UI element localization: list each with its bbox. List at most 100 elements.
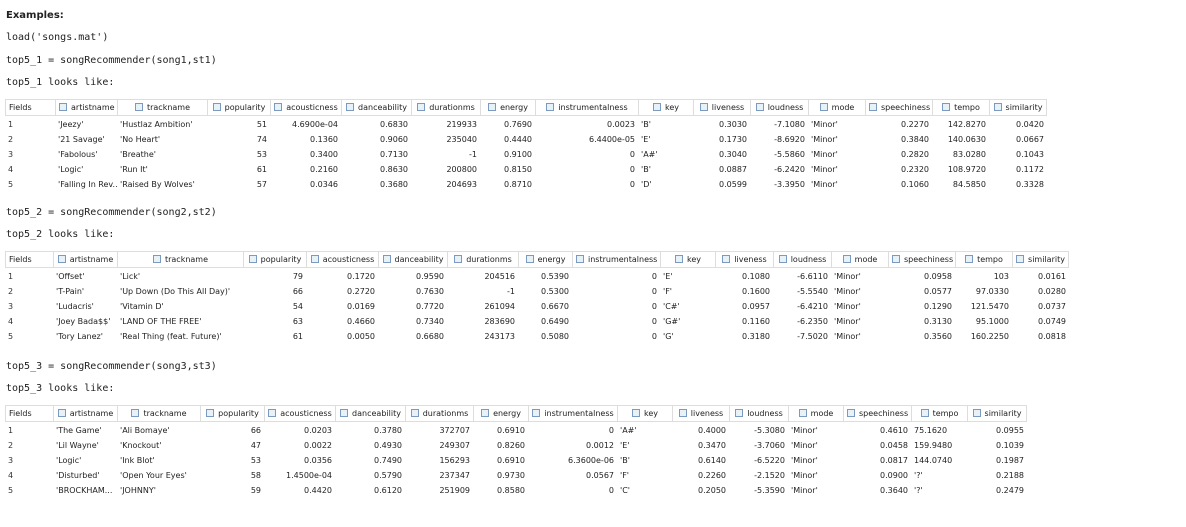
table-cell: 0.3640 — [880, 486, 908, 495]
column-header: trackname — [117, 99, 207, 116]
header-text: instrumentalness — [588, 255, 658, 264]
table-cell: 0.0346 — [310, 180, 338, 189]
table-cell: 1 — [8, 120, 14, 129]
header-text: Fields — [9, 255, 32, 264]
column-header: key — [660, 251, 715, 268]
type-icon — [134, 103, 143, 111]
table-cell: 0.2050 — [698, 486, 726, 495]
table-cell: 'E' — [620, 441, 630, 450]
table-cell: 140.0630 — [947, 135, 986, 144]
code-line: top5_2 = songRecommender(song2,st2) — [6, 207, 217, 218]
type-icon — [993, 103, 1002, 111]
column-header: instrumentalness — [528, 405, 617, 422]
table-cell: 'Minor' — [791, 471, 818, 480]
header-text: danceability — [358, 103, 407, 112]
type-icon — [847, 409, 855, 417]
table-cell: 'Breathe' — [120, 150, 156, 159]
header-text: mode — [810, 409, 834, 418]
table-cell: 0.0577 — [924, 287, 952, 296]
table-cell: 5 — [8, 486, 14, 495]
table-cell: 'Minor' — [791, 456, 818, 465]
header-text: tempo — [954, 103, 980, 112]
table-cell: 'Minor' — [811, 135, 838, 144]
type-icon — [248, 255, 257, 263]
column-header: acousticness — [306, 251, 378, 268]
header-text: liveness — [690, 409, 724, 418]
table-cell: 'Ludacris' — [56, 302, 94, 311]
table-cell: 0.2188 — [996, 471, 1024, 480]
type-icon — [525, 255, 534, 263]
table-cell: 75.1620 — [914, 426, 948, 435]
table-cell: 'Logic' — [56, 456, 82, 465]
table-cell: 0.5300 — [541, 287, 569, 296]
column-header: liveness — [672, 405, 729, 422]
header-text: key — [664, 103, 679, 112]
table-cell: 0.1060 — [901, 180, 929, 189]
table-cell: -6.6110 — [797, 272, 828, 281]
header-text: durationms — [429, 103, 475, 112]
table-cell: 0.0458 — [880, 441, 908, 450]
column-header: durationms — [405, 405, 473, 422]
type-icon — [652, 103, 661, 111]
table-cell: 0.0022 — [304, 441, 332, 450]
table-cell: '21 Savage' — [58, 135, 105, 144]
table-cell: 83.0280 — [952, 150, 986, 159]
header-text: popularity — [218, 409, 259, 418]
table-cell: 0.0050 — [347, 332, 375, 341]
column-header: mode — [808, 99, 865, 116]
header-text: popularity — [260, 255, 302, 264]
table-cell: 'LAND OF THE FREE' — [120, 317, 202, 326]
column-header: instrumentalness — [535, 99, 638, 116]
column-header: loudness — [773, 251, 831, 268]
table-cell: 0.4610 — [880, 426, 908, 435]
column-header: popularity — [243, 251, 306, 268]
table-cell: 0.1039 — [996, 441, 1024, 450]
table-cell: 0.6680 — [416, 332, 444, 341]
header-text: danceability — [352, 409, 401, 418]
table-cell: 0.0958 — [924, 272, 952, 281]
type-icon — [842, 255, 851, 263]
table-cell: 0 — [629, 180, 635, 189]
table-cell: -1 — [507, 287, 515, 296]
table-cell: 108.9720 — [947, 165, 986, 174]
table-cell: 'Falling In Rev... — [58, 180, 117, 189]
table-cell: 0.4660 — [347, 317, 375, 326]
type-icon — [532, 409, 541, 417]
table-cell: 0 — [651, 332, 657, 341]
type-icon — [546, 103, 555, 111]
column-header: key — [617, 405, 672, 422]
column-header: artistname — [55, 99, 117, 116]
table-cell: 61 — [256, 165, 267, 174]
table-cell: 0.0280 — [1038, 287, 1066, 296]
table-cell: 0.4000 — [698, 426, 726, 435]
caption: top5_3 looks like: — [6, 383, 115, 394]
table-cell: 249307 — [439, 441, 470, 450]
code-line: load('songs.mat') — [6, 32, 109, 43]
table-cell: 0.4420 — [304, 486, 332, 495]
table-cell: 'Lick' — [120, 272, 141, 281]
table-cell: 0.3040 — [719, 150, 747, 159]
type-icon — [755, 103, 764, 111]
table-cell: 0.6490 — [541, 317, 569, 326]
table-cell: 0.7130 — [380, 150, 408, 159]
table-cell: 51 — [256, 120, 267, 129]
table-cell: '?' — [914, 486, 923, 495]
type-icon — [417, 103, 426, 111]
table-cell: 'T-Pain' — [56, 287, 85, 296]
header-text: artistname — [69, 409, 114, 418]
type-icon — [454, 255, 463, 263]
type-icon — [212, 103, 221, 111]
type-icon — [268, 409, 277, 417]
table-cell: 'Minor' — [834, 317, 861, 326]
header-text: similarity — [1005, 103, 1043, 112]
heading: Examples: — [6, 10, 64, 21]
column-header: key — [638, 99, 693, 116]
table-cell: 0.1043 — [1016, 150, 1044, 159]
column-header: acousticness — [264, 405, 335, 422]
table-cell: 0.0420 — [1016, 120, 1044, 129]
table-cell: 0.0169 — [347, 302, 375, 311]
table-cell: 'BROCKHAM... — [56, 486, 113, 495]
table-cell: 0.0818 — [1038, 332, 1066, 341]
table-cell: 0.4440 — [504, 135, 532, 144]
